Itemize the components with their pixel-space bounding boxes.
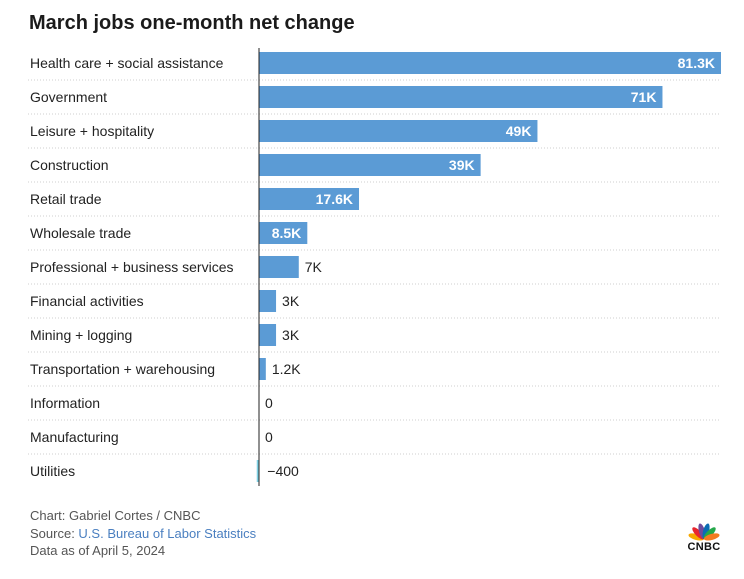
data-label: 71K: [631, 89, 657, 105]
data-label: 3K: [282, 293, 300, 309]
data-date: Data as of April 5, 2024: [30, 543, 166, 558]
category-label: Information: [30, 395, 100, 411]
bar-chart: Health care + social assistance 81.3K Gove…: [28, 48, 721, 486]
data-label: 8.5K: [272, 225, 302, 241]
chart-title: March jobs one-month net change: [29, 12, 355, 34]
bar: [259, 256, 299, 278]
data-label: 81.3K: [678, 55, 715, 71]
category-label: Transportation + warehousing: [30, 361, 215, 377]
bar: [256, 460, 259, 482]
category-label: Manufacturing: [30, 429, 119, 445]
bar: [259, 290, 277, 312]
category-label: Professional + business services: [30, 259, 234, 275]
category-label: Financial activities: [30, 293, 144, 309]
category-label: Leisure + hospitality: [30, 123, 154, 139]
peacock-icon: [688, 523, 720, 541]
chart-credit: Chart: Gabriel Cortes / CNBC: [30, 508, 201, 523]
category-label: Government: [30, 89, 107, 105]
data-label: 39K: [449, 157, 475, 173]
data-label: 0: [265, 395, 273, 411]
category-label: Utilities: [30, 463, 75, 479]
bar: [259, 358, 266, 380]
bar: [259, 120, 538, 142]
category-label: Health care + social assistance: [30, 55, 224, 71]
chart-footer: Chart: Gabriel Cortes / CNBC Source: U.S…: [30, 507, 256, 560]
data-label: 49K: [506, 123, 532, 139]
source-link[interactable]: U.S. Bureau of Labor Statistics: [78, 525, 257, 541]
bar: [259, 154, 481, 176]
category-label: Retail trade: [30, 191, 102, 207]
bar: [259, 86, 663, 108]
data-label: 0: [265, 429, 273, 445]
data-label: 7K: [305, 259, 323, 275]
bar: [259, 222, 308, 244]
source-prefix: Source:: [30, 525, 79, 541]
cnbc-logo-text: CNBC: [687, 541, 721, 553]
category-label: Construction: [30, 157, 109, 173]
category-label: Mining + logging: [30, 327, 132, 343]
category-label: Wholesale trade: [30, 225, 131, 241]
data-label: 1.2K: [272, 361, 301, 377]
bar: [259, 188, 360, 210]
bar: [259, 324, 277, 346]
bar: [259, 52, 721, 74]
data-label: 3K: [282, 327, 300, 343]
data-label: 17.6K: [316, 191, 353, 207]
chart-source: Source: U.S. Bureau of Labor Statistics: [30, 525, 256, 543]
data-label: −400: [267, 463, 299, 479]
